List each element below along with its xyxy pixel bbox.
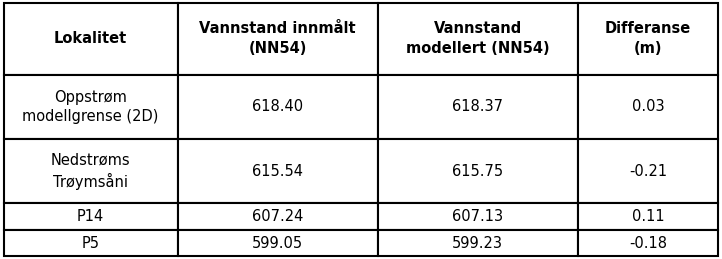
Bar [178, 230, 378, 256]
Text: -0.21: -0.21 [629, 164, 667, 179]
Bar [378, 230, 578, 256]
Bar [4, 3, 178, 75]
Bar [178, 3, 378, 75]
Text: 607.24: 607.24 [252, 209, 303, 224]
Bar [378, 139, 578, 203]
Text: Differanse
(m): Differanse (m) [605, 21, 691, 56]
Text: 599.23: 599.23 [452, 236, 503, 251]
Text: 615.54: 615.54 [252, 164, 303, 179]
Text: 618.37: 618.37 [452, 99, 503, 114]
Text: 599.05: 599.05 [252, 236, 303, 251]
Bar [4, 203, 178, 230]
Text: 0.11: 0.11 [632, 209, 664, 224]
Text: Oppstrøm
modellgrense (2D): Oppstrøm modellgrense (2D) [22, 90, 159, 124]
Bar [178, 139, 378, 203]
Text: P14: P14 [77, 209, 104, 224]
Bar [178, 75, 378, 139]
Text: Vannstand innmålt
(NN54): Vannstand innmålt (NN54) [199, 21, 356, 56]
Bar [4, 139, 178, 203]
Bar [4, 75, 178, 139]
Bar [178, 203, 378, 230]
Text: 615.75: 615.75 [452, 164, 503, 179]
Text: Nedstrøms
Trøymsåni: Nedstrøms Trøymsåni [51, 153, 131, 190]
Text: Lokalitet: Lokalitet [54, 31, 127, 46]
Bar [378, 3, 578, 75]
Text: -0.18: -0.18 [629, 236, 667, 251]
Text: P5: P5 [82, 236, 100, 251]
Text: 618.40: 618.40 [252, 99, 303, 114]
Text: 0.03: 0.03 [632, 99, 664, 114]
Bar [578, 203, 718, 230]
Text: Vannstand
modellert (NN54): Vannstand modellert (NN54) [406, 21, 549, 56]
Bar [578, 139, 718, 203]
Bar [578, 230, 718, 256]
Bar [378, 75, 578, 139]
Bar [578, 75, 718, 139]
Text: 607.13: 607.13 [452, 209, 503, 224]
Bar [4, 230, 178, 256]
Bar [378, 203, 578, 230]
Bar [578, 3, 718, 75]
